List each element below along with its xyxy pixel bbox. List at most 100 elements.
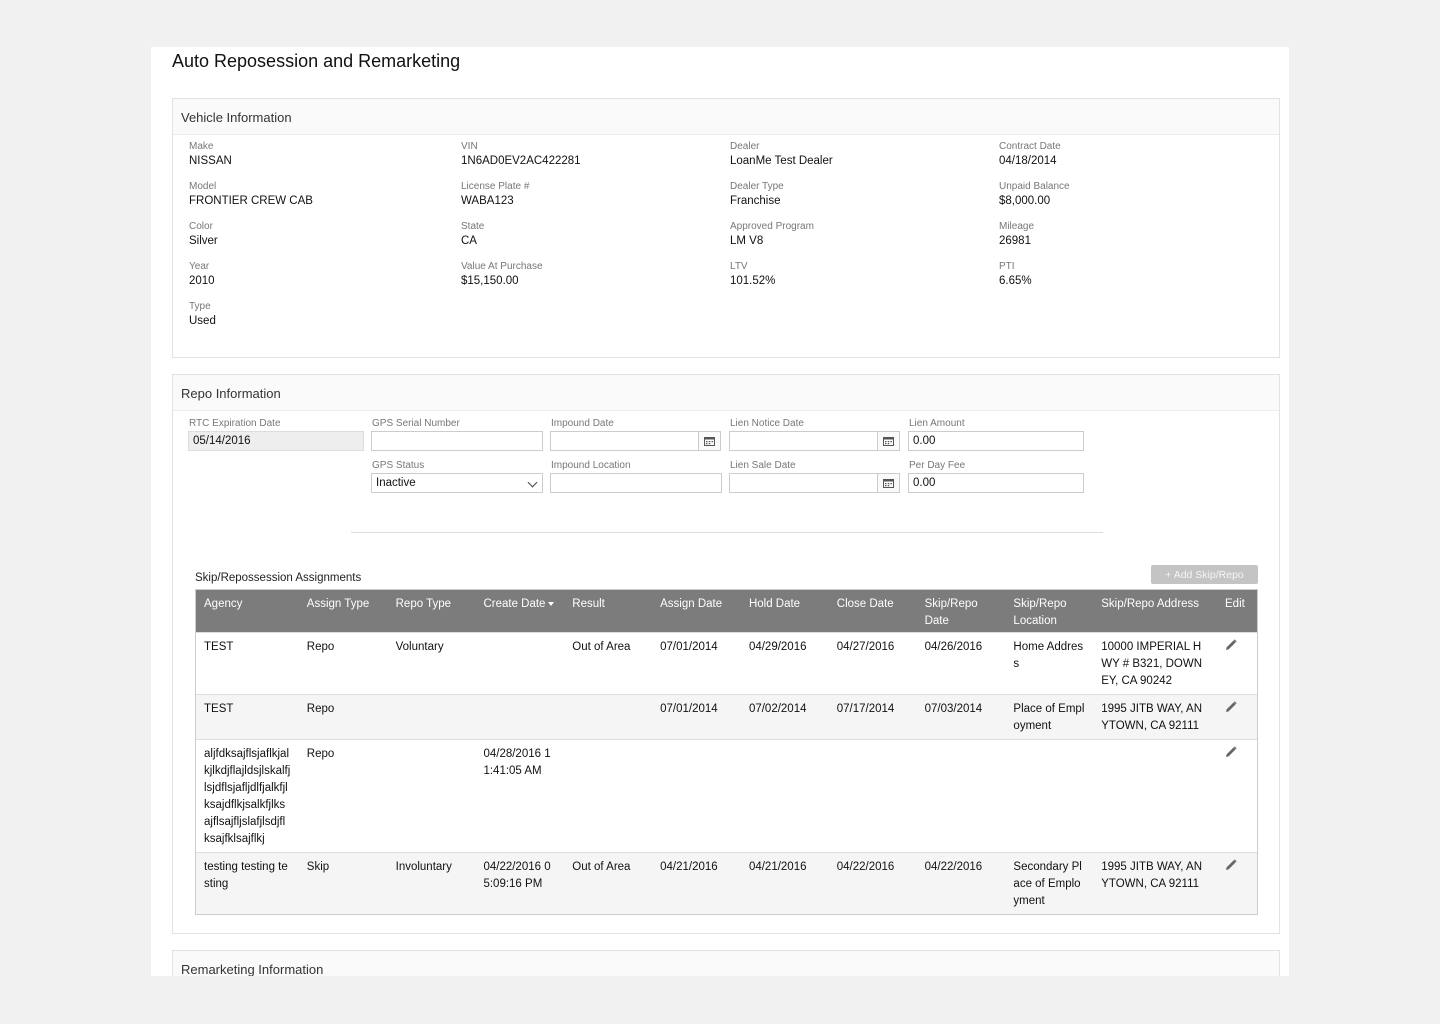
column-header-label: Agency xyxy=(204,598,243,610)
field-label: Dealer Type xyxy=(730,181,784,192)
edit-cell xyxy=(1217,633,1257,694)
field-value: 04/18/2014 xyxy=(999,155,1057,167)
vehicle-field: Dealer LoanMe Test Dealer xyxy=(730,141,833,167)
main-content: Auto Reposession and Remarketing Vehicle… xyxy=(151,47,1289,976)
assignments-title: Skip/Repossession Assignments xyxy=(195,572,362,584)
lien-amount-field: Lien Amount xyxy=(909,418,965,429)
calendar-icon[interactable] xyxy=(699,431,721,451)
table-row: TEST Repo Voluntary Out of Area 07/01/2014 04… xyxy=(196,632,1257,694)
lien-sale-date-input[interactable] xyxy=(729,473,878,493)
table-cell: 10000 IMPERIAL HWY # B321, DOWNEY, CA 90… xyxy=(1101,641,1203,687)
table-cell: Out of Area xyxy=(572,861,631,873)
table-cell: 04/26/2016 xyxy=(924,641,983,653)
gps-serial-field: GPS Serial Number xyxy=(372,418,460,429)
field-value: Used xyxy=(189,315,216,327)
table-cell: 04/22/2016 xyxy=(924,861,983,873)
table-cell xyxy=(564,740,652,852)
table-cell: Repo xyxy=(306,748,335,760)
column-header-label: Edit xyxy=(1225,598,1245,610)
vehicle-field: Dealer Type Franchise xyxy=(730,181,784,207)
field-label: Color xyxy=(189,221,213,232)
vehicle-field: Mileage 26981 xyxy=(999,221,1034,247)
field-label: Lien Amount xyxy=(909,418,965,429)
gps-status-select[interactable]: Inactive xyxy=(371,473,543,493)
pencil-icon[interactable] xyxy=(1225,701,1237,719)
field-value: $15,150.00 xyxy=(461,275,519,287)
field-label: Impound Location xyxy=(551,460,631,471)
calendar-icon[interactable] xyxy=(878,431,900,451)
column-header: Hold Date xyxy=(741,590,829,632)
field-label: VIN xyxy=(461,141,478,152)
gps-serial-input[interactable] xyxy=(371,431,543,451)
table-cell: 04/22/2016 xyxy=(836,861,895,873)
gps-status-value: Inactive xyxy=(376,477,416,489)
remarketing-information-panel: Remarketing Information xyxy=(172,950,1280,976)
panel-header: Repo Information xyxy=(173,375,1279,411)
chevron-down-icon xyxy=(527,477,538,488)
table-row: aljfdksajflsjaflkjalkjlkdjflajldsjlskalf… xyxy=(196,739,1257,852)
calendar-icon[interactable] xyxy=(878,473,900,493)
table-cell: TEST xyxy=(204,641,234,653)
vehicle-field: Value At Purchase $15,150.00 xyxy=(461,261,543,287)
field-label: GPS Serial Number xyxy=(372,418,460,429)
impound-date-input[interactable] xyxy=(550,431,699,451)
table-cell: 07/03/2014 xyxy=(924,703,983,715)
field-label: Lien Notice Date xyxy=(730,418,804,429)
field-label: Year xyxy=(189,261,210,272)
section-divider xyxy=(351,532,1103,533)
pencil-icon[interactable] xyxy=(1225,639,1237,657)
rtc-expiration-input[interactable]: 05/14/2016 xyxy=(188,431,364,451)
edit-cell xyxy=(1217,853,1257,914)
column-header-label: Skip/Repo Location xyxy=(1013,598,1067,627)
lien-notice-date-input[interactable] xyxy=(729,431,878,451)
table-cell xyxy=(1005,740,1093,852)
table-cell: Out of Area xyxy=(572,641,631,653)
pencil-icon[interactable] xyxy=(1225,859,1237,877)
vehicle-field: Unpaid Balance $8,000.00 xyxy=(999,181,1070,207)
vehicle-information-panel: Vehicle Information Make NISSAN Model FRONT… xyxy=(172,98,1280,358)
column-header-label: Assign Type xyxy=(306,598,370,610)
column-header[interactable]: Create Date xyxy=(475,590,564,632)
table-cell xyxy=(388,695,476,739)
sort-desc-icon[interactable] xyxy=(548,601,555,606)
table-header: Agency Assign Type Repo Type Create Date Res… xyxy=(196,590,1257,632)
table-cell xyxy=(741,740,829,852)
field-label: Model xyxy=(189,181,217,192)
column-header-label: Assign Date xyxy=(660,598,723,610)
column-header: Repo Type xyxy=(388,590,476,632)
per-day-fee-input[interactable]: 0.00 xyxy=(908,473,1084,493)
add-skip-repo-button[interactable]: + Add Skip/Repo xyxy=(1151,565,1258,584)
column-header-label: Skip/Repo Date xyxy=(924,598,978,627)
vehicle-field: Year 2010 xyxy=(189,261,215,287)
table-cell: Secondary Place of Employment xyxy=(1013,861,1082,907)
vehicle-field: PTI 6.65% xyxy=(999,261,1032,287)
table-cell: aljfdksajflsjaflkjalkjlkdjflajldsjlskalf… xyxy=(204,748,291,845)
lien-amount-input[interactable]: 0.00 xyxy=(908,431,1084,451)
table-cell: 07/02/2014 xyxy=(748,703,807,715)
field-label: Mileage xyxy=(999,221,1035,232)
panel-header: Remarketing Information xyxy=(173,951,1279,976)
field-value: 101.52% xyxy=(730,275,776,287)
field-label: Per Day Fee xyxy=(909,460,966,471)
field-label: PTI xyxy=(999,261,1015,272)
column-header: Skip/Repo Location xyxy=(1005,590,1093,632)
edit-cell xyxy=(1217,740,1257,852)
field-label: RTC Expiration Date xyxy=(189,418,281,429)
pencil-icon[interactable] xyxy=(1225,746,1237,764)
edit-cell xyxy=(1217,695,1257,739)
column-header-label: Create Date xyxy=(483,598,546,610)
field-value: CA xyxy=(461,235,477,247)
column-header: Assign Date xyxy=(652,590,741,632)
page-title: Auto Reposession and Remarketing xyxy=(172,51,461,71)
table-cell xyxy=(829,740,917,852)
column-header: Agency xyxy=(196,590,299,632)
impound-location-input[interactable] xyxy=(550,473,722,493)
field-label: LTV xyxy=(730,261,748,272)
table-cell: Repo xyxy=(306,703,335,715)
column-header-label: Repo Type xyxy=(395,598,452,610)
table-cell: 04/21/2016 xyxy=(748,861,807,873)
impound-date-field: Impound Date xyxy=(551,418,614,429)
field-value: Franchise xyxy=(730,195,781,207)
table-cell xyxy=(564,695,652,739)
table-cell: Involuntary xyxy=(395,861,452,873)
